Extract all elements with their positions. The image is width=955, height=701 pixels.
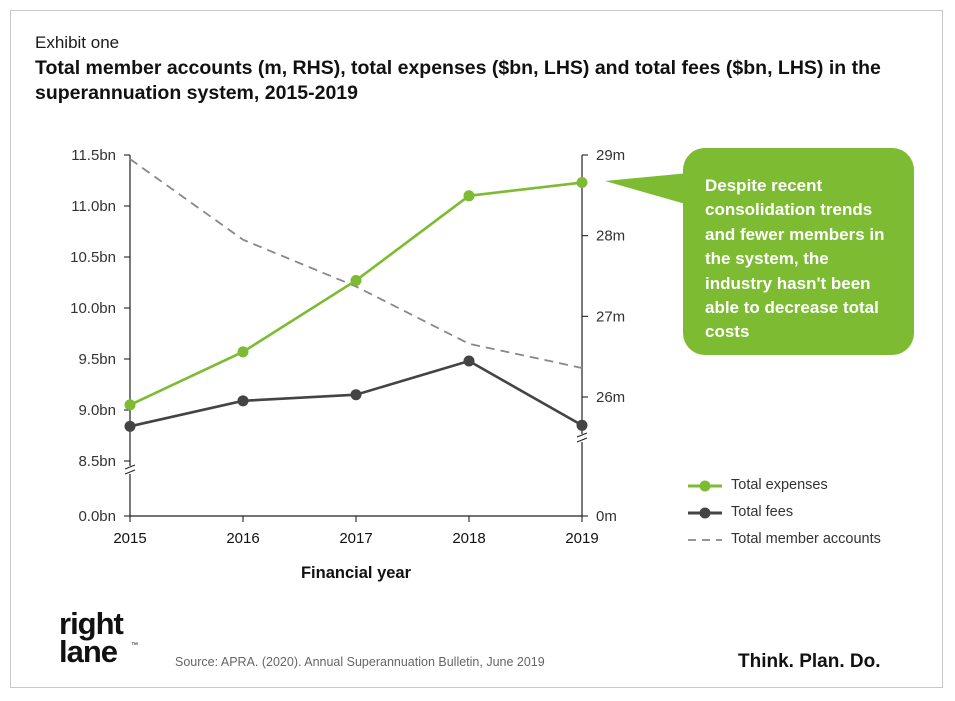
- legend-swatch-members: [688, 539, 722, 541]
- data-point-expenses: [124, 399, 136, 411]
- source-note: Source: APRA. (2020). Annual Superannuat…: [175, 655, 545, 669]
- y-left-tick-label: 10.0bn: [70, 300, 116, 317]
- logo-trademark: ™: [131, 642, 138, 649]
- legend-swatch-expenses: [688, 480, 722, 492]
- data-point-expenses: [350, 274, 362, 286]
- x-tick-label: 2015: [113, 530, 146, 547]
- legend-swatch-fees: [688, 507, 722, 519]
- data-point-fees: [576, 419, 588, 431]
- data-point-expenses: [237, 346, 249, 358]
- logo-line-lane: lane: [59, 634, 118, 669]
- exhibit-label: Exhibit one: [35, 33, 120, 52]
- legend-label-fees: Total fees: [731, 504, 794, 520]
- data-point-fees: [124, 420, 136, 432]
- axis-break-mark-0b: [124, 469, 136, 475]
- y-right-tick-label: 29m: [596, 147, 625, 164]
- y-left-tick-label: 11.0bn: [71, 198, 116, 215]
- series-line-members: [129, 158, 583, 369]
- y-right-tick-label: 26m: [596, 389, 625, 406]
- x-axis-label: Financial year: [300, 564, 412, 582]
- axis-break-mark-1b: [576, 437, 588, 443]
- legend-label-members: Total member accounts: [731, 531, 881, 547]
- callout-box: Despite recent consolidation trends and …: [683, 148, 914, 355]
- axis-break-mark-0a: [124, 464, 136, 470]
- chart-title: Total member accounts (m, RHS), total ex…: [35, 57, 881, 104]
- callout-pointer: [605, 173, 689, 205]
- logo-line-right: right: [59, 606, 124, 641]
- y-left-tick-label: 0.0bn: [78, 508, 116, 525]
- data-point-fees: [237, 395, 249, 407]
- x-tick-label: 2016: [226, 530, 259, 547]
- y-left-tick-label: 9.0bn: [78, 402, 116, 419]
- y-right-tick-label: 27m: [596, 308, 625, 325]
- x-tick-label: 2017: [339, 530, 372, 547]
- series-line-expenses: [129, 181, 583, 407]
- chart-series: [124, 158, 588, 432]
- right-lane-logo: right lane ™: [57, 606, 147, 670]
- chart-axes: 11.5bn 11.0bn 10.5bn 10.0bn 9.5bn 9.0bn 8.5bn 0…: [70, 147, 625, 547]
- y-left-tick-label: 9.5bn: [78, 351, 116, 368]
- x-tick-label: 2018: [452, 530, 485, 547]
- data-point-expenses: [576, 177, 588, 189]
- y-right-tick-label: 28m: [596, 228, 625, 245]
- axis-break-gap-1: [577, 434, 587, 442]
- y-left-tick-label: 11.5bn: [71, 147, 116, 164]
- x-tick-label: 2019: [565, 530, 598, 547]
- y-left-tick-label: 8.5bn: [78, 453, 116, 470]
- tagline: Think. Plan. Do.: [738, 651, 881, 672]
- data-point-expenses: [463, 190, 475, 202]
- data-point-fees: [463, 355, 475, 367]
- legend-label-expenses: Total expenses: [731, 477, 828, 493]
- axis-break-gap-0: [125, 466, 135, 474]
- y-right-tick-label: 0m: [596, 508, 617, 525]
- data-point-fees: [350, 389, 362, 401]
- axis-break-mark-1a: [576, 432, 588, 438]
- y-left-tick-label: 10.5bn: [70, 249, 116, 266]
